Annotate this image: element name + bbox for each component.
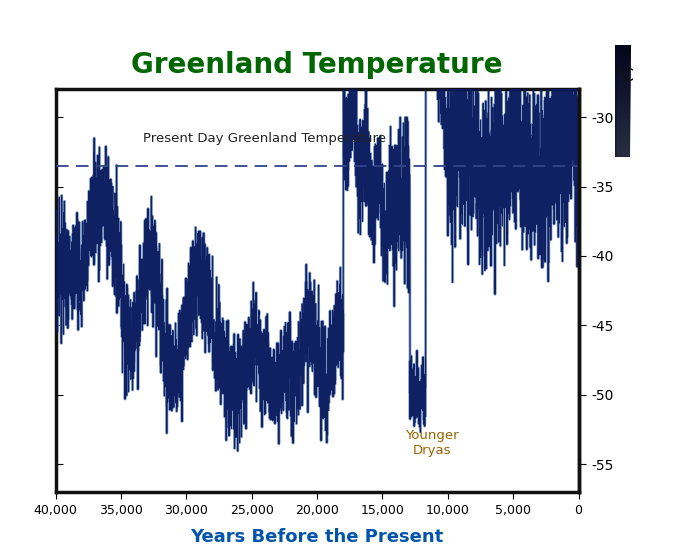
- Text: Younger
Dryas: Younger Dryas: [406, 429, 459, 457]
- Text: °C: °C: [614, 67, 634, 85]
- Text: Present Day Greenland Temperature: Present Day Greenland Temperature: [144, 132, 386, 145]
- Polygon shape: [615, 45, 630, 157]
- X-axis label: Years Before the Present: Years Before the Present: [190, 528, 444, 546]
- Title: Greenland Temperature: Greenland Temperature: [132, 51, 503, 79]
